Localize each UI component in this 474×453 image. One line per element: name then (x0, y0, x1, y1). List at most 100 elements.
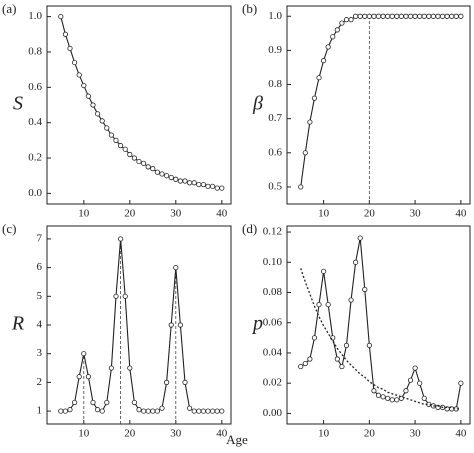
data-point (307, 356, 313, 362)
data-point (343, 342, 350, 349)
data-point (131, 399, 137, 406)
data-point (366, 342, 372, 349)
data-point (191, 408, 197, 414)
plot-frame (286, 225, 471, 425)
x-tick-label: 20 (364, 428, 376, 440)
data-point (389, 13, 395, 19)
data-point (334, 356, 340, 362)
data-point (62, 31, 69, 37)
y-tick-label: 0.8 (268, 78, 282, 90)
data-point (316, 301, 322, 308)
panel-label: (a) (2, 1, 16, 16)
y-tick-label: 0.06 (263, 316, 283, 328)
data-point (187, 405, 193, 411)
y-tick-label: 4 (37, 319, 43, 331)
plot-frame (46, 5, 232, 205)
x-tick-label: 10 (318, 208, 330, 220)
data-point (398, 13, 404, 19)
data-point (95, 111, 101, 117)
data-point (357, 13, 363, 19)
data-point (394, 397, 400, 403)
data-point (99, 408, 105, 414)
data-point (177, 322, 183, 328)
data-point (339, 20, 345, 26)
x-tick-label: 10 (318, 428, 330, 440)
data-point (90, 102, 96, 108)
panel-label: (b) (242, 1, 257, 16)
data-point (325, 44, 331, 50)
data-point (196, 408, 202, 414)
y-axis-label: p (251, 313, 263, 335)
data-point (191, 180, 197, 186)
data-point (141, 408, 147, 414)
data-point (389, 397, 395, 403)
x-tick-label: 40 (216, 208, 228, 220)
data-point (154, 408, 160, 414)
data-point (353, 259, 359, 265)
plot-frame (286, 5, 471, 205)
data-point (311, 95, 318, 101)
x-axis-label: Age (226, 432, 248, 447)
series-line (60, 238, 222, 412)
y-tick-label: 0.7 (268, 112, 282, 124)
plot-frame (46, 225, 232, 425)
data-point (219, 408, 225, 414)
y-tick-label: 7 (37, 232, 43, 244)
data-point (334, 27, 340, 33)
x-tick-label: 30 (170, 208, 182, 220)
data-point (375, 392, 382, 398)
data-point (145, 408, 151, 414)
data-point (131, 155, 137, 161)
data-point (298, 363, 304, 370)
y-tick-label: 0.08 (263, 286, 283, 298)
data-point (412, 13, 418, 19)
data-point (67, 45, 73, 52)
data-point (196, 181, 202, 188)
data-point (150, 166, 156, 172)
data-point (182, 379, 188, 385)
data-point (371, 388, 377, 394)
y-axis-label: β (252, 93, 263, 115)
data-point (357, 235, 363, 241)
data-point (444, 13, 450, 19)
data-point (108, 132, 115, 138)
y-tick-label: 2 (37, 376, 43, 388)
panel-label: (d) (242, 221, 257, 236)
data-point (210, 183, 216, 189)
data-point (168, 322, 174, 328)
data-point (380, 394, 386, 400)
x-tick-label: 40 (455, 208, 467, 220)
data-point (302, 360, 308, 367)
data-point (182, 178, 188, 184)
data-point (348, 17, 354, 23)
data-point (430, 13, 436, 19)
data-point (205, 408, 211, 414)
data-point (398, 395, 404, 401)
data-point (307, 119, 313, 125)
y-tick-label: 1.0 (268, 10, 282, 22)
data-point (417, 380, 423, 386)
data-point (72, 399, 78, 406)
data-point (330, 34, 336, 40)
x-tick-label: 30 (410, 428, 422, 440)
y-tick-label: 1.0 (28, 10, 42, 22)
data-point (104, 399, 110, 406)
data-point (362, 286, 368, 293)
y-tick-label: 0.4 (28, 116, 42, 128)
y-tick-label: 3 (37, 347, 43, 359)
y-tick-label: 0.04 (263, 346, 283, 358)
data-point (136, 158, 142, 165)
x-tick-label: 30 (170, 428, 182, 440)
data-point (403, 388, 409, 394)
x-tick-label: 20 (124, 428, 136, 440)
data-point (407, 13, 414, 19)
data-point (302, 150, 308, 156)
data-point (113, 137, 119, 143)
y-tick-label: 0.6 (28, 81, 42, 93)
data-point (58, 408, 64, 414)
data-point (62, 408, 69, 414)
data-point (453, 13, 459, 19)
data-point (173, 265, 179, 271)
data-point (136, 407, 142, 413)
